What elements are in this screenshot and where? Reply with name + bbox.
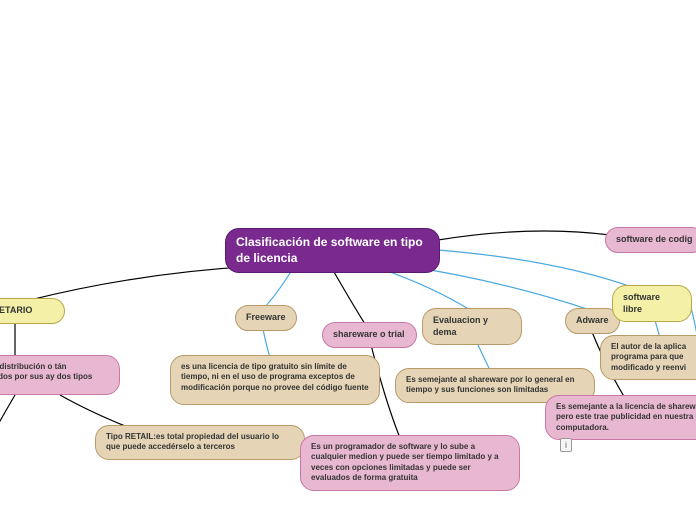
node-propietario: PROPIETARIO [0,298,65,324]
node-freeware_desc: es una licencia de tipo gratuito sin lím… [170,355,380,405]
edge-6 [438,231,610,240]
edge-8 [60,395,130,428]
node-codigo: software de codig [605,227,696,253]
edge-5 [438,250,640,290]
node-prop_desc: opia ,redistribución o tán prohibidos po… [0,355,120,395]
node-freeware: Freeware [235,305,297,331]
node-evaluacion: Evaluacion y dema [422,308,522,345]
node-libre_desc: El autor de la aplica programa para que … [600,335,696,380]
node-libre: software libre [612,285,692,322]
node-shareware_desc: Es un programador de software y lo sube … [300,435,520,491]
node-adware_desc: Es semejante a la licencia de shareware … [545,395,696,440]
edge-9 [0,395,15,430]
node-title: Clasificación de software en tipo de lic… [225,228,440,273]
info-icon[interactable]: i [560,438,572,452]
node-retail: Tipo RETAIL:es total propiedad del usuar… [95,425,305,460]
node-shareware: shareware o trial [322,322,417,348]
edge-2 [330,265,365,324]
